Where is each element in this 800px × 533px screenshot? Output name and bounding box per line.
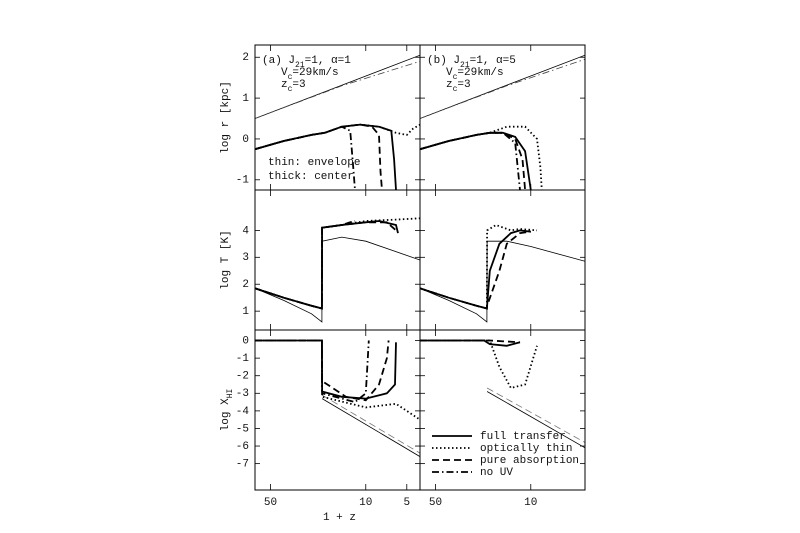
label-part: V bbox=[281, 67, 288, 79]
legend-label: optically thin bbox=[480, 443, 572, 455]
note: thick: center bbox=[268, 171, 354, 183]
legend-label: full transfer bbox=[480, 431, 566, 443]
series-line bbox=[255, 339, 420, 421]
label-part: V bbox=[446, 67, 453, 79]
label-subscript: HI bbox=[226, 389, 235, 399]
note: thin: envelope bbox=[268, 157, 360, 169]
y-axis-label: log T [K] bbox=[220, 230, 232, 289]
series-line bbox=[255, 60, 420, 119]
y-tick-label: 3 bbox=[242, 252, 249, 264]
series-line bbox=[420, 339, 521, 344]
y-tick-label: -4 bbox=[236, 406, 250, 418]
series-line bbox=[420, 229, 531, 310]
series-line bbox=[255, 217, 420, 310]
label-part: (b) J bbox=[427, 55, 460, 67]
label-part: =29km/s bbox=[292, 67, 338, 79]
series-line bbox=[420, 224, 538, 310]
label-subscript: 21 bbox=[295, 61, 305, 70]
label-part: log T [K] bbox=[220, 230, 232, 289]
y-tick-label: 2 bbox=[242, 279, 249, 291]
series-line bbox=[321, 394, 420, 454]
series-line bbox=[486, 387, 585, 443]
annotation: (b) J21=1, α=5 bbox=[427, 55, 516, 70]
series-line bbox=[321, 398, 420, 457]
series-line bbox=[420, 240, 585, 323]
y-tick-label: -6 bbox=[236, 441, 249, 453]
label-part: (a) J bbox=[262, 55, 295, 67]
label-subscript: c bbox=[453, 85, 458, 94]
y-tick-label: 0 bbox=[242, 134, 249, 146]
annotation: (a) J21=1, α=1 bbox=[262, 55, 351, 70]
legend-label: no UV bbox=[480, 467, 513, 479]
annotation: Vc=29km/s bbox=[446, 67, 504, 82]
y-tick-label: -2 bbox=[236, 371, 249, 383]
y-tick-label: -3 bbox=[236, 388, 249, 400]
series-line bbox=[420, 339, 538, 390]
y-axis-label: log r [kpc] bbox=[220, 81, 232, 154]
label-subscript: c bbox=[288, 73, 293, 82]
label-part: =29km/s bbox=[457, 67, 503, 79]
label-part: log r [kpc] bbox=[220, 81, 232, 154]
x-tick-label: 10 bbox=[524, 497, 537, 509]
x-tick-label: 10 bbox=[359, 497, 372, 509]
series-line bbox=[255, 339, 370, 404]
annotation: Vc=29km/s bbox=[281, 67, 339, 82]
panel-frame bbox=[419, 329, 586, 491]
y-tick-label: 0 bbox=[242, 335, 249, 347]
label-subscript: c bbox=[288, 85, 293, 94]
series-line bbox=[420, 131, 532, 190]
y-tick-label: -7 bbox=[236, 459, 249, 471]
x-tick-label: 5 bbox=[403, 497, 410, 509]
series-line bbox=[255, 123, 397, 190]
legend-label: pure absorption bbox=[480, 455, 579, 467]
label-part: z bbox=[281, 79, 288, 91]
series-line bbox=[255, 236, 420, 323]
series-line bbox=[420, 58, 585, 119]
y-tick-label: -1 bbox=[236, 353, 250, 365]
x-tick-label: 50 bbox=[429, 497, 442, 509]
label-part: =1, α=1 bbox=[305, 55, 352, 67]
y-tick-label: 2 bbox=[242, 52, 249, 64]
series-line bbox=[420, 125, 543, 190]
panel-frame bbox=[254, 189, 421, 331]
panel-frame bbox=[419, 189, 586, 331]
series-line bbox=[255, 220, 356, 310]
label-subscript: 21 bbox=[460, 61, 470, 70]
y-tick-label: 4 bbox=[242, 225, 249, 237]
label-part: log X bbox=[220, 398, 232, 431]
annotation: zc=3 bbox=[281, 79, 306, 94]
series-line bbox=[420, 131, 521, 190]
x-tick-label: 50 bbox=[264, 497, 277, 509]
label-part: =3 bbox=[457, 79, 470, 91]
series-line bbox=[420, 339, 521, 347]
annotation: zc=3 bbox=[446, 79, 471, 94]
label-part: =1, α=5 bbox=[470, 55, 516, 67]
y-axis-label: log XHI bbox=[220, 389, 235, 432]
series-line bbox=[420, 131, 526, 190]
label-subscript: c bbox=[453, 73, 458, 82]
series-line bbox=[486, 391, 585, 449]
label-part: =3 bbox=[292, 79, 305, 91]
y-tick-label: -1 bbox=[236, 175, 250, 187]
y-tick-label: -5 bbox=[236, 423, 249, 435]
label-part: z bbox=[446, 79, 453, 91]
x-axis-label: 1 + z bbox=[323, 512, 356, 524]
series-line bbox=[255, 339, 397, 400]
y-tick-label: 1 bbox=[242, 93, 249, 105]
y-tick-label: 1 bbox=[242, 306, 249, 318]
series-line bbox=[255, 220, 399, 310]
